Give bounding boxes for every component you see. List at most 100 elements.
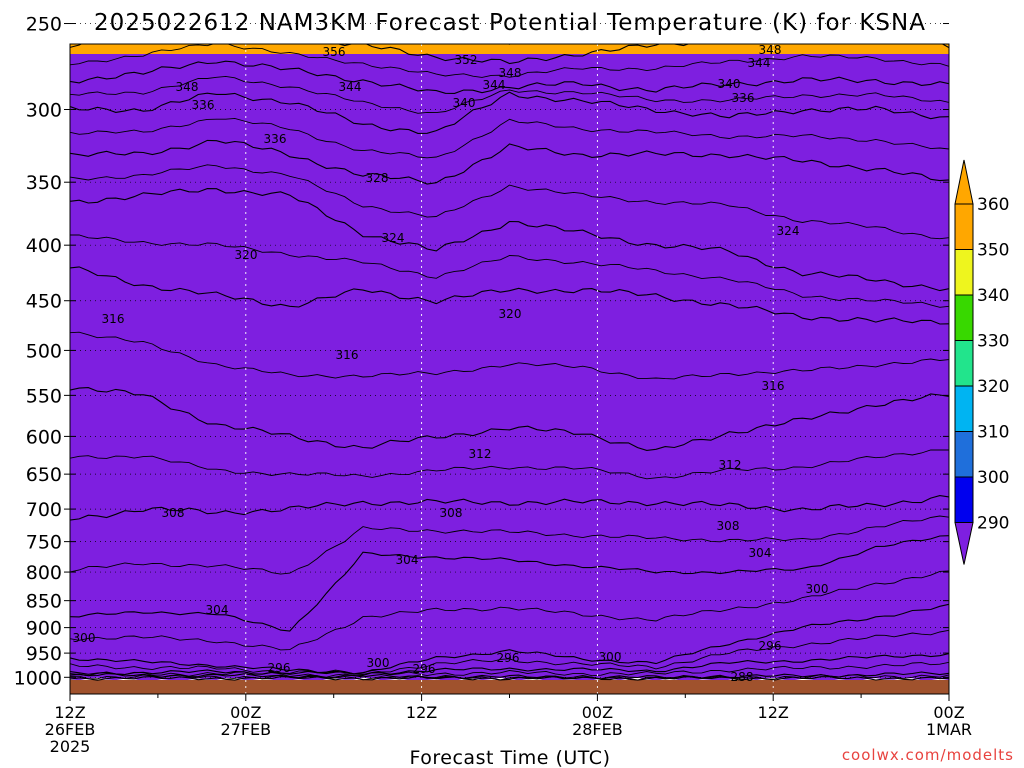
contour-label: 296 (759, 639, 782, 653)
colorbar-label: 360 (977, 195, 1009, 215)
x-tick-label: 27FEB (220, 720, 271, 739)
x-tick-label: 26FEB (45, 720, 96, 739)
colorbar-box (954, 340, 974, 387)
contour-320 (70, 188, 949, 292)
contour-minor-340 (70, 0, 949, 3)
x-tick-label: 12Z (406, 703, 437, 722)
contour-label: 336 (732, 91, 755, 105)
colorbar-box (954, 431, 974, 478)
contour-label: 300 (367, 656, 390, 670)
y-axis: 250 300 350 400 450 500 550 600 650 700 750 800 850 9… (14, 14, 949, 689)
contour-line-layer (70, 0, 949, 681)
contour-minor-320 (70, 164, 949, 240)
y-tick-label: 900 (26, 618, 62, 640)
contour-label: 296 (268, 661, 291, 675)
contour-minor-300 (70, 570, 949, 651)
contour-minor-296 (70, 629, 949, 675)
credit-text: coolwx.com/modelts (842, 746, 1014, 764)
contour-label: 344 (483, 78, 506, 92)
colorbar-label: 300 (977, 468, 1009, 488)
y-tick-label: 500 (26, 340, 62, 362)
y-tick-label: 850 (26, 591, 62, 613)
colorbar-extend-high (954, 159, 974, 205)
contour-label: 300 (806, 582, 829, 596)
contour-328 (70, 91, 949, 134)
x-tick-label: 00Z (582, 703, 613, 722)
contour-label: 348 (176, 80, 199, 94)
colorbar: 290 300 310 320 330 340 350 360 (954, 159, 1009, 565)
ground-layer (70, 680, 949, 694)
contour-324 (70, 139, 949, 185)
contour-minor-328 (70, 75, 949, 114)
contour-label: 316 (762, 379, 785, 393)
contour-label: 304 (396, 553, 419, 567)
y-tick-label: 350 (26, 172, 62, 194)
contour-label: 352 (455, 53, 478, 67)
contour-label: 348 (759, 43, 782, 57)
contour-label: 288 (731, 670, 754, 684)
fill-band-top (70, 44, 949, 54)
contour-304 (70, 535, 949, 632)
x-tick-label: 00Z (933, 703, 964, 722)
contour-label: 340 (718, 77, 741, 91)
ground-surface (70, 680, 949, 694)
contour-fill-layer (70, 44, 949, 682)
contour-label: 296 (497, 651, 520, 665)
y-tick-label: 600 (26, 426, 62, 448)
y-tick-label: 750 (26, 532, 62, 554)
colorbar-box (954, 294, 974, 341)
colorbar-label: 310 (977, 423, 1009, 443)
contour-label: 320 (499, 307, 522, 321)
x-axis-label: Forecast Time (UTC) (410, 747, 611, 768)
contour-label: 324 (777, 224, 800, 238)
contour-label: 304 (749, 546, 772, 560)
contour-minor-308 (70, 449, 949, 480)
contour-label: 316 (336, 348, 359, 362)
colorbar-box (954, 203, 974, 250)
x-tick-label: 1MAR (926, 720, 972, 739)
contour-label: 344 (748, 56, 771, 70)
contour-label: 300 (599, 650, 622, 664)
y-tick-label: 1000 (14, 667, 62, 689)
colorbar-label: 290 (977, 514, 1009, 534)
y-tick-label: 400 (26, 235, 62, 257)
contour-label: 348 (499, 66, 522, 80)
colorbar-label: 350 (977, 241, 1009, 261)
y-tick-label: 550 (26, 385, 62, 407)
x-tick-label: 28FEB (572, 720, 623, 739)
contour-316 (70, 266, 949, 325)
contour-label: 356 (323, 45, 346, 59)
y-tick-label: 300 (26, 100, 62, 122)
x-tick-label: 12Z (54, 703, 85, 722)
contour-label: 300 (73, 631, 96, 645)
x-tick-label: 2025 (50, 737, 91, 756)
contour-minor-292 (70, 661, 949, 678)
contour-minor-312 (70, 331, 949, 380)
contour-label: 308 (717, 519, 740, 533)
contour-label: 344 (339, 80, 362, 94)
contour-label: 324 (382, 231, 405, 245)
contour-label: 316 (102, 312, 125, 326)
contour-label: 304 (206, 603, 229, 617)
x-tick-label: 12Z (758, 703, 789, 722)
y-tick-label: 700 (26, 499, 62, 521)
contour-label: 328 (366, 171, 389, 185)
contour-minor-288 (70, 674, 949, 681)
contour-label: 336 (192, 98, 215, 112)
y-tick-label: 250 (26, 14, 62, 36)
y-tick-label: 800 (26, 562, 62, 584)
fill-band-300 (70, 44, 949, 682)
contour-300 (70, 603, 949, 675)
contour-minor-316 (70, 234, 949, 308)
chart-title: 2025022612 NAM3KM Forecast Potential Tem… (94, 10, 926, 36)
contour-minor-304 (70, 515, 949, 575)
contour-332 (70, 60, 949, 94)
contour-label: 320 (235, 248, 258, 262)
colorbar-label: 330 (977, 332, 1009, 352)
contour-label: 308 (162, 506, 185, 520)
colorbar-label: 340 (977, 286, 1009, 306)
colorbar-label: 320 (977, 377, 1009, 397)
contour-308 (70, 495, 949, 521)
contour-label: 312 (469, 447, 492, 461)
